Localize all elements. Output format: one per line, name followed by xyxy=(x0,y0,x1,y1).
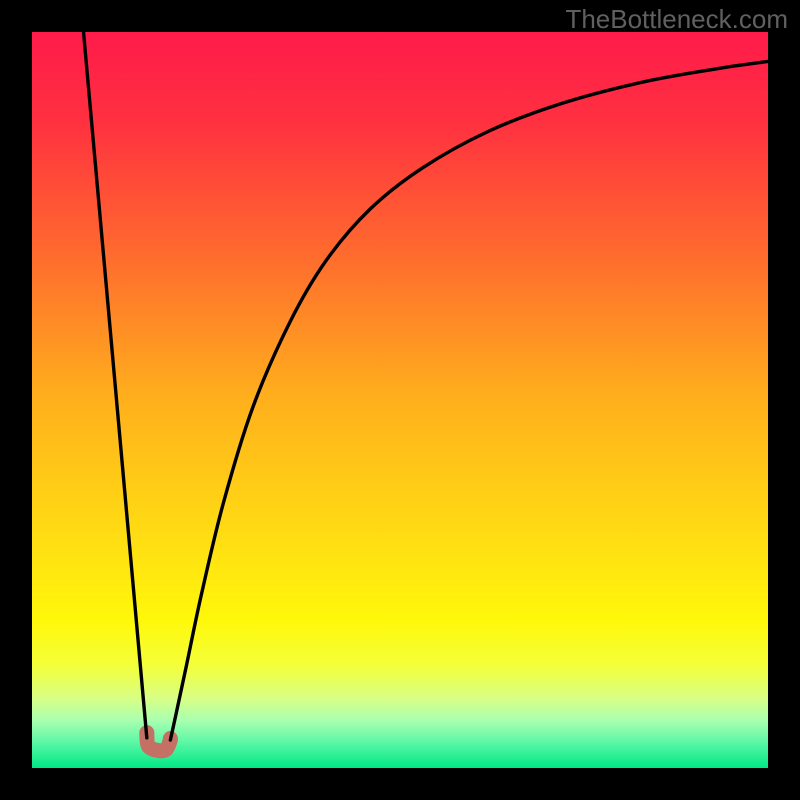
chart-container: TheBottleneck.com xyxy=(0,0,800,800)
curves-layer xyxy=(32,32,768,768)
right-curve xyxy=(170,61,768,740)
left-line xyxy=(84,32,147,738)
plot-area xyxy=(32,32,768,768)
watermark-text: TheBottleneck.com xyxy=(565,4,788,35)
